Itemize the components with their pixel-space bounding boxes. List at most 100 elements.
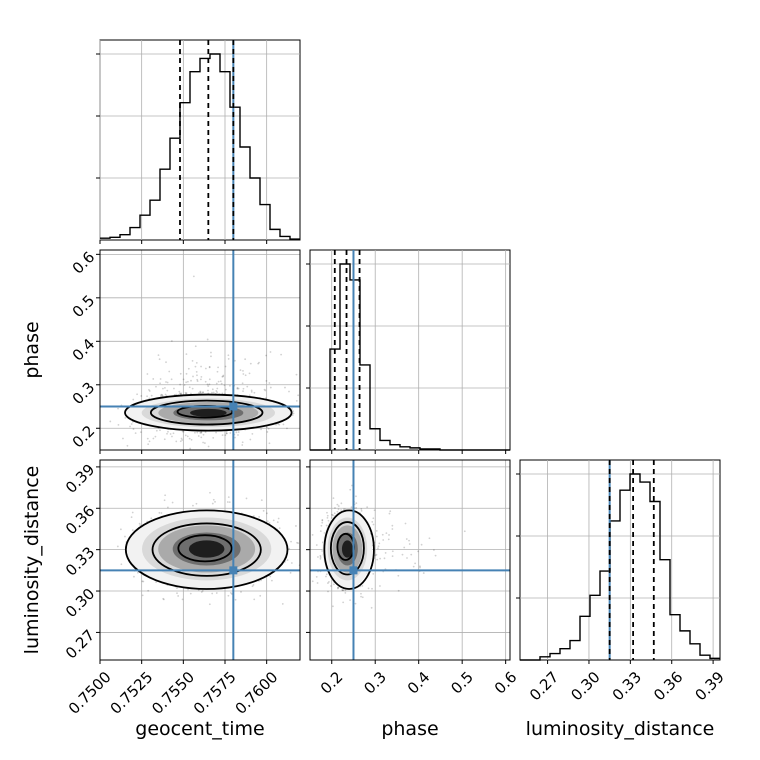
sample-point (200, 431, 203, 434)
sample-point (157, 354, 160, 357)
sample-point (177, 595, 180, 597)
y-tick-label-luminosity_distance: 0.39 (62, 461, 98, 497)
sample-point (225, 432, 228, 435)
sample-point (354, 602, 357, 605)
sample-point (225, 432, 228, 435)
x-tick-label-phase: 0.4 (404, 668, 434, 698)
sample-point (170, 340, 173, 342)
sample-point (326, 514, 329, 517)
sample-point (126, 444, 129, 447)
sample-point (355, 507, 358, 509)
sample-point (227, 594, 230, 597)
sample-point (194, 345, 197, 348)
sample-point (217, 366, 219, 369)
sample-point (269, 386, 272, 389)
sample-point (212, 498, 215, 501)
sample-point (246, 385, 249, 388)
sample-point (342, 508, 345, 511)
sample-point (146, 437, 149, 440)
x-axis-label-luminosity_distance: luminosity_distance (526, 718, 715, 740)
sample-point (211, 502, 214, 505)
sample-point (388, 534, 390, 536)
sample-point (215, 431, 217, 434)
sample-point (388, 512, 391, 515)
sample-point (337, 508, 340, 511)
sample-point (199, 378, 202, 381)
panel-geocent_time-vs-phase (93, 249, 301, 458)
sample-point (159, 378, 162, 380)
sample-point (165, 361, 167, 364)
sample-point (148, 388, 150, 391)
sample-point (342, 601, 345, 604)
sample-point (190, 392, 192, 395)
sample-point (180, 437, 183, 440)
sample-point (258, 516, 261, 518)
sample-point (280, 353, 283, 356)
sample-point (195, 502, 198, 505)
sample-point (404, 522, 407, 525)
sample-point (366, 506, 369, 509)
sample-point (207, 389, 209, 392)
sample-point (215, 390, 218, 392)
sample-point (296, 541, 298, 544)
sample-point (253, 515, 255, 517)
sample-point (173, 387, 175, 390)
sample-point (196, 374, 198, 377)
sample-point (206, 338, 209, 341)
sample-point (328, 580, 330, 583)
sample-point (360, 592, 362, 595)
sample-point (242, 387, 245, 390)
x-axis-label-geocent_time: geocent_time (135, 718, 264, 740)
sample-point (379, 585, 381, 587)
sample-point (331, 513, 333, 516)
sample-point (236, 386, 239, 389)
sample-point (211, 391, 213, 394)
histogram-step-geocent_time (100, 53, 300, 240)
sample-point (321, 519, 324, 522)
sample-point (207, 385, 210, 387)
sample-point (93, 400, 95, 402)
sample-point (377, 547, 379, 550)
sample-point (383, 557, 386, 560)
sample-point (227, 354, 230, 357)
sample-point (233, 359, 236, 362)
sample-point (326, 511, 328, 514)
sample-point (242, 390, 244, 393)
sample-point (326, 516, 329, 519)
sample-point (241, 382, 244, 385)
sample-point (183, 384, 186, 386)
sample-point (197, 392, 200, 394)
sample-point (259, 594, 262, 597)
sample-point (157, 456, 159, 458)
sample-point (417, 550, 419, 553)
sample-point (155, 581, 157, 584)
sample-point (266, 426, 268, 429)
sample-point (129, 425, 131, 428)
sample-point (186, 435, 189, 438)
y-tick-label-luminosity_distance: 0.27 (62, 626, 98, 662)
panel-plot-area (310, 460, 510, 660)
sample-point (166, 432, 168, 435)
sample-point (196, 431, 199, 434)
sample-point (196, 380, 199, 383)
sample-point (250, 391, 253, 393)
sample-point (264, 389, 267, 392)
sample-point (408, 539, 410, 542)
sample-point (333, 512, 336, 515)
sample-point (132, 428, 135, 430)
sample-point (199, 432, 202, 434)
sample-point (220, 382, 223, 385)
sample-point (223, 384, 226, 387)
sample-point (214, 500, 216, 503)
sample-point (257, 362, 260, 365)
sample-point (241, 444, 244, 446)
sample-point (161, 394, 164, 397)
sample-point (202, 391, 205, 394)
sample-point (360, 508, 363, 510)
sample-point (185, 392, 188, 395)
sample-point (208, 603, 211, 606)
sample-point (164, 393, 167, 396)
sample-point (419, 566, 421, 569)
sample-point (142, 580, 145, 583)
sample-point (200, 365, 202, 368)
